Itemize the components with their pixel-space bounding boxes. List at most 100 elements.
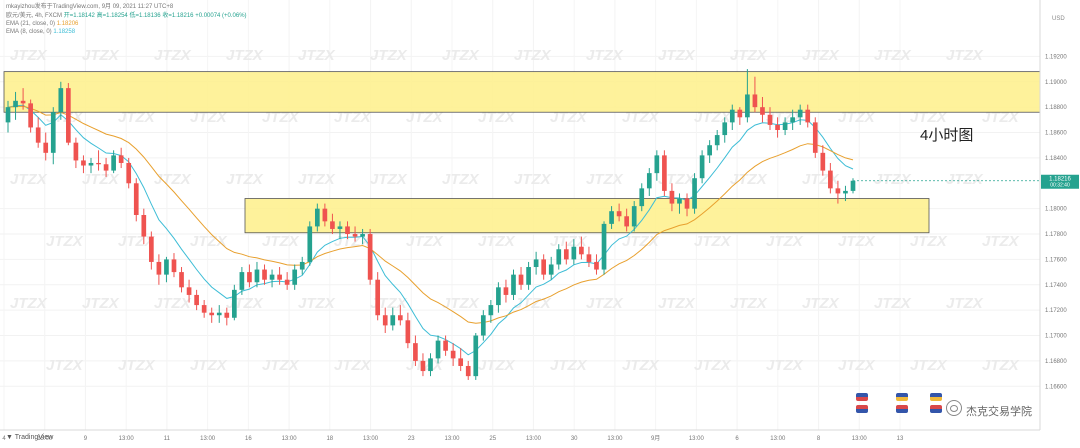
watermark-text: JTZX	[622, 109, 660, 126]
watermark-text: JTZX	[514, 47, 552, 64]
candle-body	[631, 206, 637, 227]
candle-body	[737, 109, 743, 118]
time-tick-label: 23	[408, 436, 415, 442]
price-badge-countdown: 00:32:40	[1050, 183, 1070, 189]
watermark-text: JTZX	[658, 171, 696, 188]
candle-body	[247, 272, 252, 283]
candle-body	[118, 155, 124, 163]
candle-body	[729, 109, 735, 123]
time-tick-label: 13:00	[37, 436, 53, 442]
ema21-line	[7, 105, 854, 324]
candle-body	[669, 190, 675, 204]
high-value: 高=1.18254	[96, 13, 128, 19]
candle-body	[745, 94, 750, 118]
price-tick-label: 1.16600	[1045, 384, 1067, 390]
candle-body	[443, 340, 448, 351]
candle-body	[428, 358, 433, 372]
watermark-text: JTZX	[874, 47, 912, 64]
candle-body	[194, 294, 199, 306]
watermark-text: JTZX	[730, 47, 768, 64]
price-axis: 1.19200 1.19000 1.18800 1.18600 1.18400 1.180…	[1039, 0, 1079, 430]
watermark-text: JTZX	[442, 47, 480, 64]
header-ohlc-line: 欧元/美元, 4h, FXCM 开=1.18142 高=1.18254 低=1.…	[6, 13, 247, 20]
watermark-text: JTZX	[946, 47, 984, 64]
watermark-text: JTZX	[334, 109, 372, 126]
watermark-text: JTZX	[910, 109, 948, 126]
candle-body	[156, 261, 162, 275]
candle-body	[677, 198, 682, 204]
candle-body	[20, 100, 26, 104]
candle-body	[141, 215, 147, 237]
candle-body	[277, 274, 282, 280]
watermark-text: JTZX	[910, 357, 948, 374]
time-tick-label: 9	[84, 436, 88, 442]
candle-body	[488, 305, 494, 316]
candle-body	[556, 249, 562, 265]
candle-body	[722, 122, 728, 136]
candle-body	[692, 178, 697, 209]
watermark-text: JTZX	[118, 233, 156, 250]
candle-body	[760, 107, 765, 115]
candle-body	[66, 88, 71, 143]
candle-body	[646, 173, 652, 189]
watermark-text: JTZX	[838, 233, 876, 250]
watermark-text: JTZX	[190, 109, 228, 126]
candle-body	[337, 226, 343, 229]
publisher-text: mkayizhou发布于TradingView.com,	[6, 4, 101, 10]
ema8-legend[interactable]: EMA (8, close, 0) 1.18258	[6, 29, 75, 36]
watermark-text: JTZX	[190, 357, 228, 374]
candle-body	[526, 267, 531, 285]
watermark-text: JTZX	[478, 357, 516, 374]
watermark-text: JTZX	[226, 47, 264, 64]
ema8-line	[7, 104, 854, 356]
ema21-value: 1.18206	[56, 21, 79, 27]
watermark-text: JTZX	[946, 171, 984, 188]
watermark-text: JTZX	[370, 171, 408, 188]
candle-body	[828, 170, 833, 189]
watermark-text: JTZX	[442, 295, 480, 312]
ema21-legend[interactable]: EMA (21, close, 0) 1.18206	[6, 21, 78, 28]
flag-icon	[856, 393, 868, 401]
candle-body	[284, 279, 290, 285]
watermark-text: JTZX	[442, 171, 480, 188]
watermark-text: JTZX	[154, 47, 192, 64]
flag-icon	[896, 405, 908, 413]
tradingview-logo-icon: ▼	[6, 434, 13, 441]
price-tick-label: 1.17400	[1045, 283, 1067, 289]
price-tick-label: 1.16800	[1045, 359, 1067, 365]
candle-body	[767, 114, 773, 125]
watermark-text: JTZX	[550, 233, 588, 250]
candle-body	[307, 226, 313, 262]
candle-body	[797, 109, 803, 118]
watermark-text: JTZX	[586, 47, 624, 64]
candle-body	[88, 162, 94, 166]
time-tick-label: 30	[571, 436, 578, 442]
watermark-text: JTZX	[478, 233, 516, 250]
watermark-text: JTZX	[694, 109, 732, 126]
watermark-text: JTZX	[298, 47, 336, 64]
close-value: 收=1.18216	[162, 13, 194, 19]
time-tick-label: 11	[164, 436, 171, 442]
publish-date: 9月 09, 2021 11:27 UTC+8	[101, 4, 174, 10]
low-value: 低=1.18136	[129, 13, 161, 19]
price-tick-label: 1.17000	[1045, 334, 1067, 340]
symbol-label: 欧元/美元, 4h, FXCM	[6, 13, 63, 19]
candle-body	[624, 216, 629, 227]
candle-body	[594, 261, 599, 270]
watermark-text: JTZX	[802, 47, 840, 64]
time-tick-label: 18	[326, 436, 333, 442]
candle-layer	[5, 69, 1040, 380]
time-tick-label: 25	[489, 436, 496, 442]
price-tick-label: 1.19000	[1045, 80, 1067, 86]
header-publisher-line: mkayizhou发布于TradingView.com, 9月 09, 2021…	[6, 4, 173, 11]
watermark-text: JTZX	[622, 357, 660, 374]
candle-body	[239, 272, 245, 290]
time-tick-label: 13:00	[770, 436, 786, 442]
watermark-text: JTZX	[190, 233, 228, 250]
watermark-text: JTZX	[622, 233, 660, 250]
candle-body	[782, 122, 788, 130]
watermark-text: JTZX	[406, 109, 444, 126]
candle-body	[58, 88, 64, 113]
candle-body	[224, 312, 230, 318]
